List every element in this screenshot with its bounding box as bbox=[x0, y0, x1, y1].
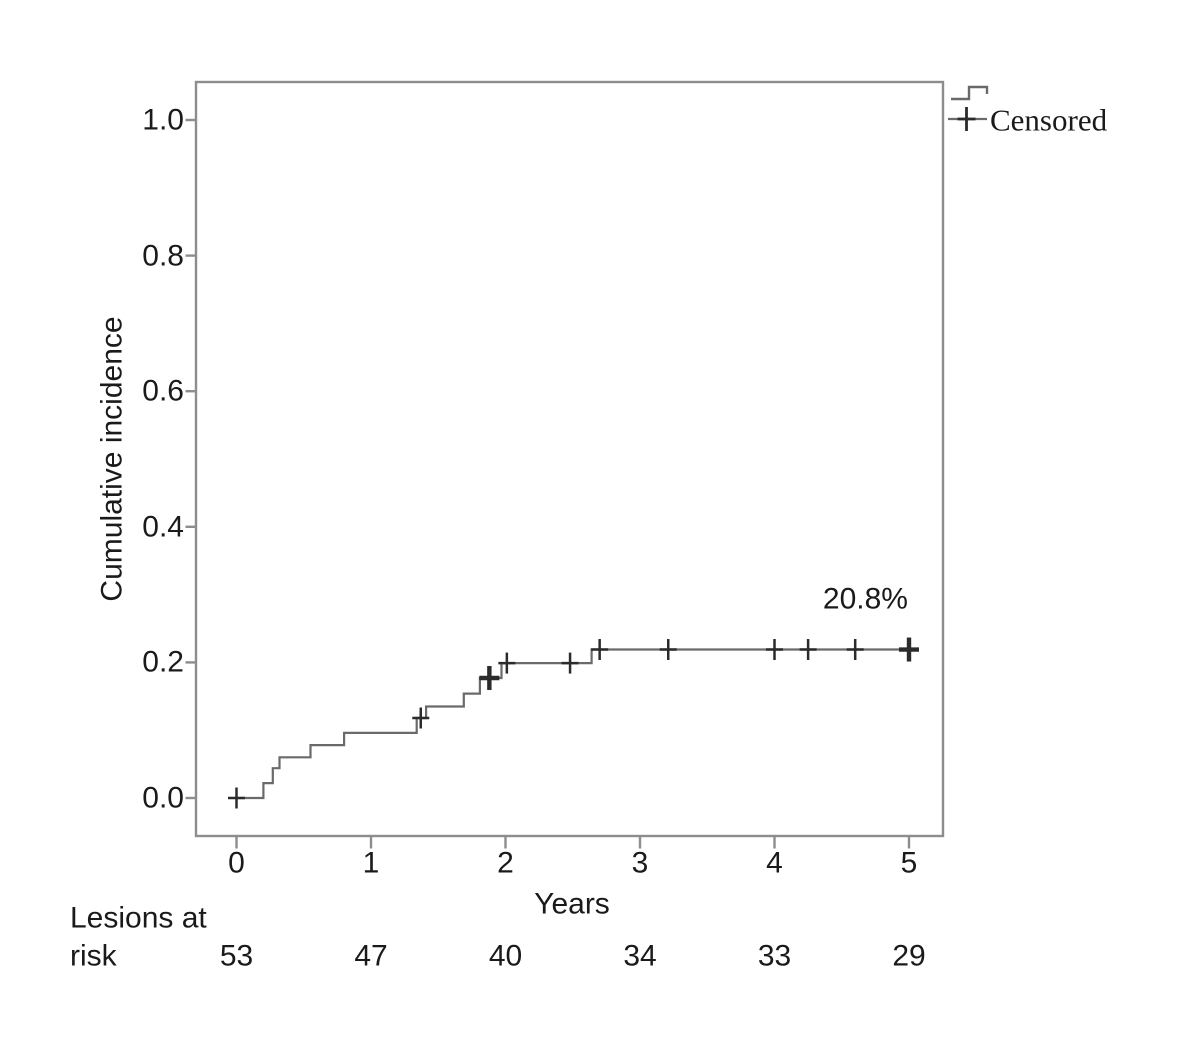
legend-censored-label: Censored bbox=[990, 103, 1108, 138]
step-line-legend-icon bbox=[951, 85, 989, 101]
axis-ticks bbox=[185, 118, 911, 849]
x-axis-tick-label: 4 bbox=[766, 847, 783, 880]
x-axis-title: Years bbox=[534, 888, 610, 921]
y-axis-tick-label: 1.0 bbox=[142, 104, 184, 137]
risk-table-value: 29 bbox=[892, 940, 925, 973]
x-axis-tick-label: 1 bbox=[363, 847, 380, 880]
km-step-curve bbox=[236, 648, 909, 800]
x-axis-tick-label: 5 bbox=[901, 847, 918, 880]
risk-table-value: 33 bbox=[758, 940, 791, 973]
risk-table-value: 53 bbox=[220, 940, 253, 973]
x-axis-tick-label: 2 bbox=[497, 847, 514, 880]
censored-legend-icon bbox=[948, 107, 987, 131]
x-axis-tick-label: 0 bbox=[228, 847, 245, 880]
y-axis-tick-label: 0.4 bbox=[142, 511, 184, 544]
y-axis-tick-label: 0.8 bbox=[142, 240, 184, 273]
risk-table-value: 47 bbox=[354, 940, 387, 973]
final-value-annotation: 20.8% bbox=[823, 583, 908, 616]
risk-table-value: 40 bbox=[489, 940, 522, 973]
y-axis-tick-label: 0.0 bbox=[142, 782, 184, 815]
risk-table-label-line1: Lesions at bbox=[70, 902, 207, 935]
risk-table: Lesions at risk 53 47 40 34 33 29 bbox=[70, 902, 926, 973]
plot-frame bbox=[194, 80, 945, 838]
legend: Censored bbox=[948, 85, 1108, 138]
y-axis-tick-label: 0.2 bbox=[142, 646, 184, 679]
y-axis-tick-label: 0.6 bbox=[142, 375, 184, 408]
risk-table-label-line2: risk bbox=[70, 940, 118, 973]
risk-table-value: 34 bbox=[623, 940, 656, 973]
censor-marks bbox=[228, 637, 919, 809]
y-axis-title: Cumulative incidence bbox=[96, 316, 129, 601]
x-axis-tick-label: 3 bbox=[632, 847, 649, 880]
